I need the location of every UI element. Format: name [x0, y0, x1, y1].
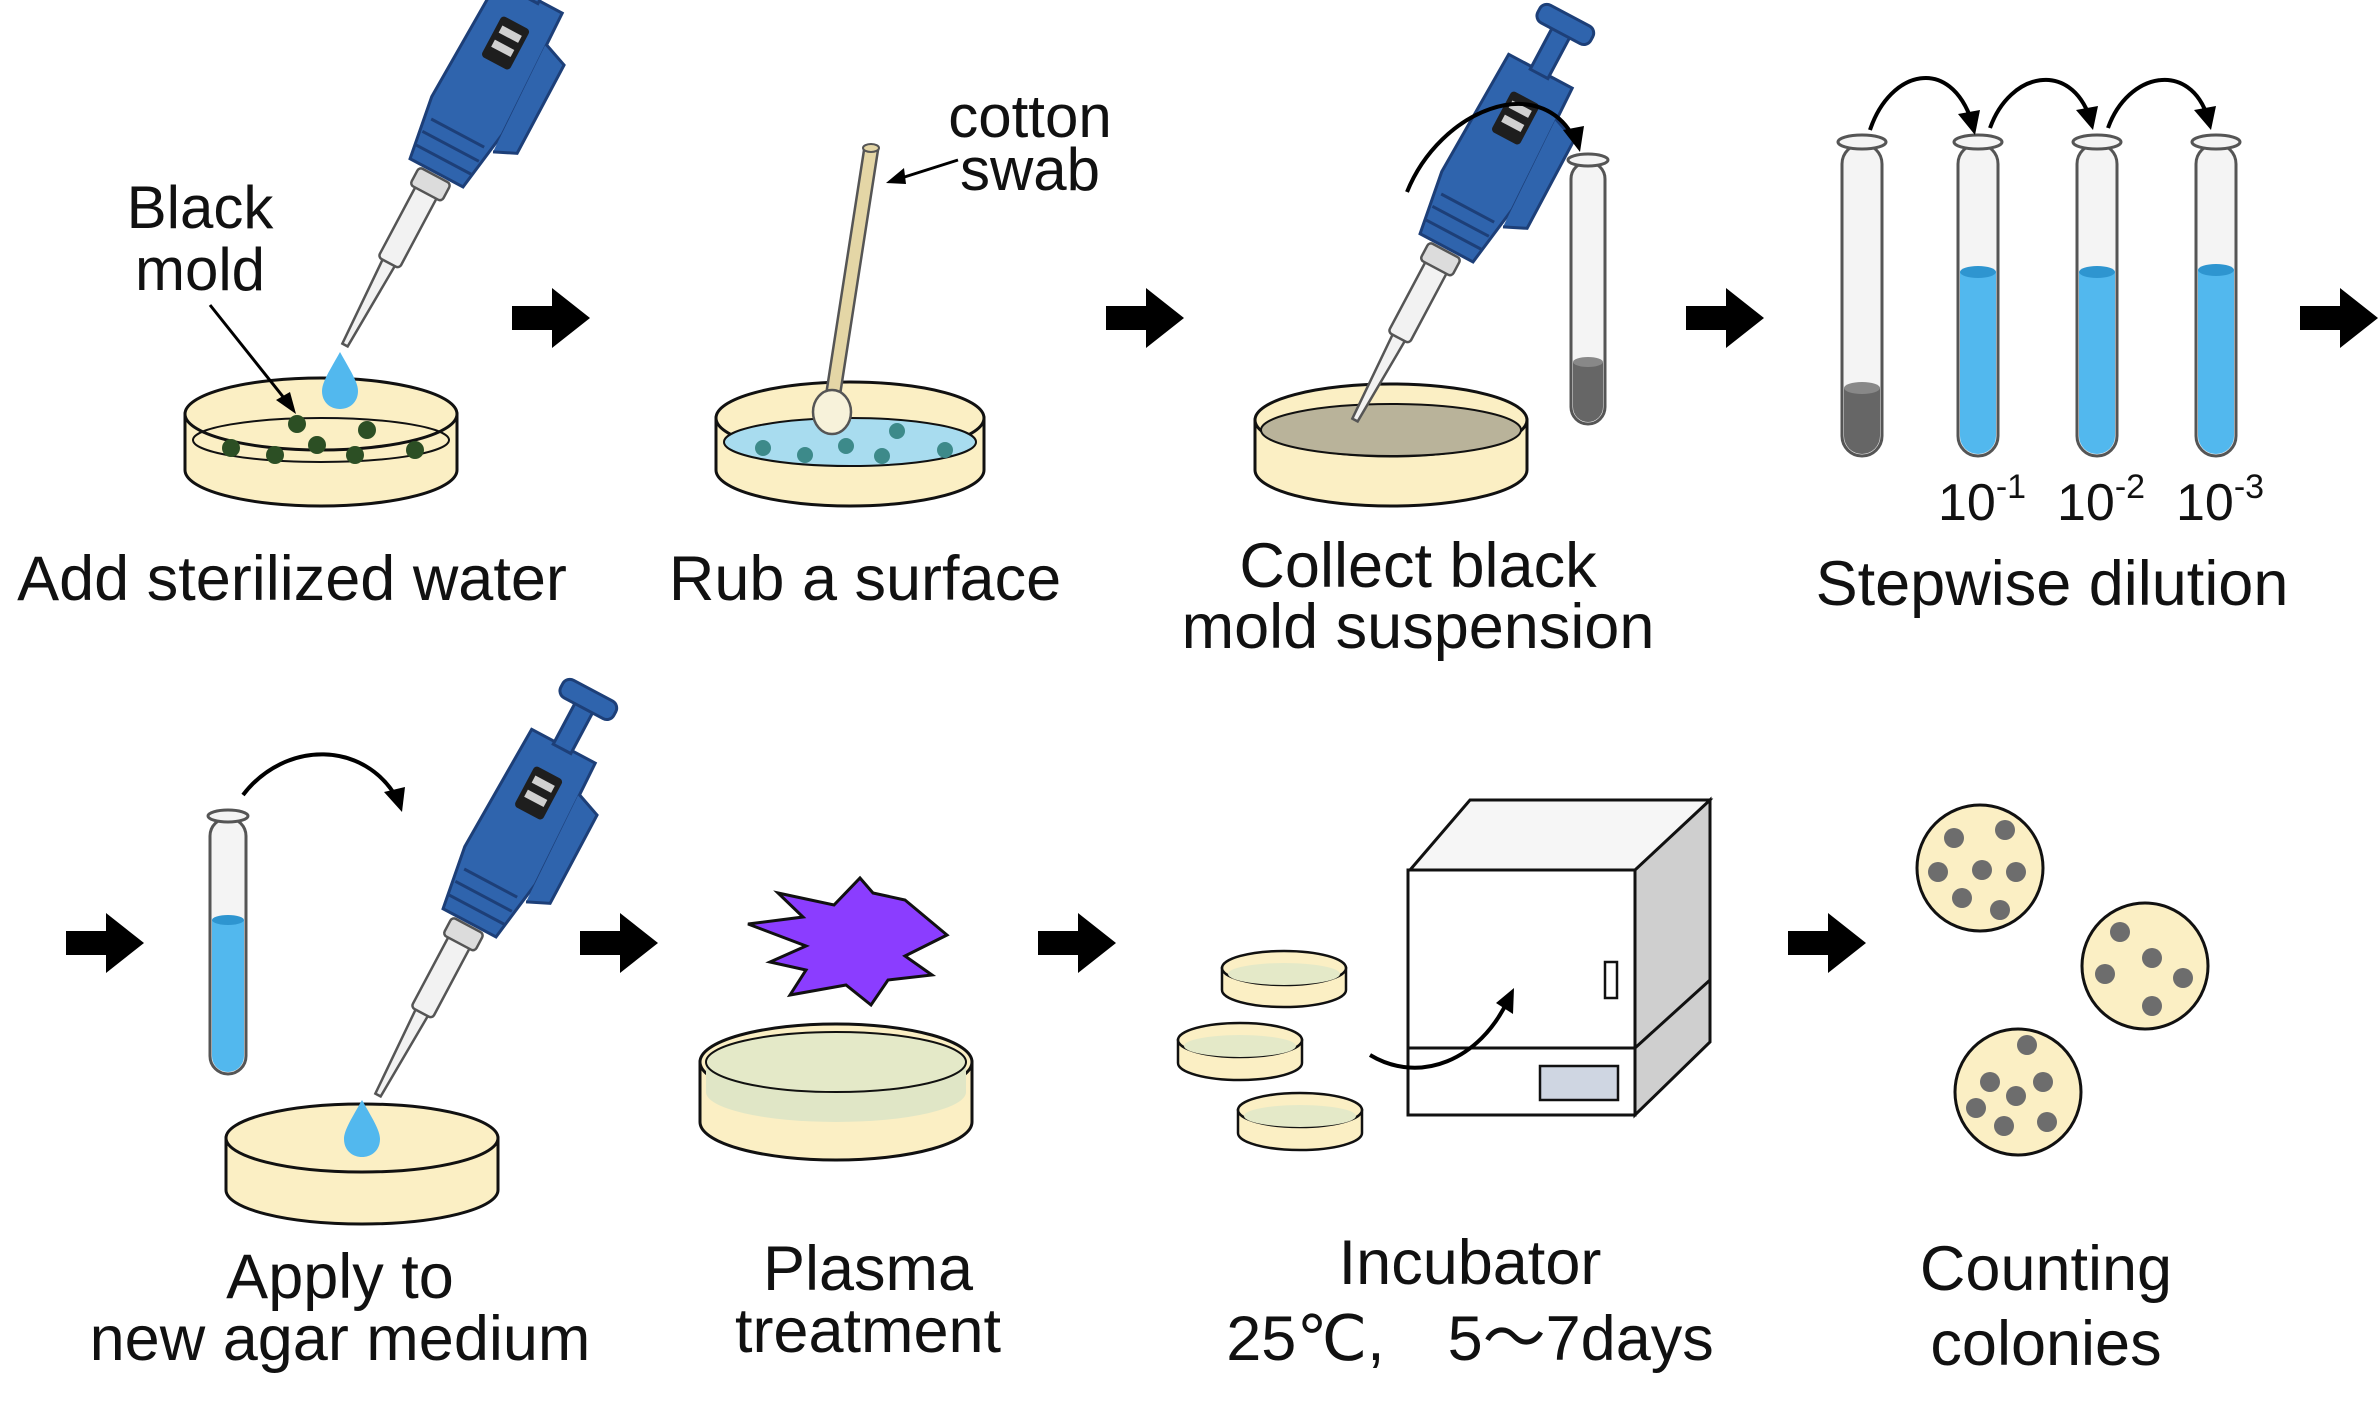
- label-line-2: swab: [960, 136, 1100, 203]
- step-collect: Collect black mold suspension: [1182, 0, 1655, 662]
- flow-arrow-8: [1788, 913, 1866, 973]
- test-tube-icon: [206, 808, 250, 1076]
- caption-line-2: treatment: [735, 1296, 1002, 1366]
- colony-plate-3: [1953, 1027, 2083, 1157]
- caption-line-2: colonies: [1930, 1309, 2161, 1379]
- transfer-arrow: [241, 752, 405, 812]
- dilution-arrowheads: [1958, 106, 2216, 135]
- step-incubator: Incubator 25℃, 5～7days: [1176, 796, 1714, 1374]
- caption-line-2: new agar medium: [90, 1304, 591, 1374]
- caption-line-2: 25℃, 5～7days: [1226, 1304, 1713, 1374]
- caption-line-1: Counting: [1920, 1234, 2172, 1304]
- petri-dish: [714, 380, 986, 508]
- caption: Stepwise dilution: [1816, 549, 2289, 619]
- petri-dish: [183, 376, 459, 508]
- stock-tube-icon: [1836, 133, 1888, 458]
- incubator-icon: [1406, 796, 1714, 1119]
- colony-plate-2: [2080, 901, 2210, 1031]
- flow-arrow-6: [580, 913, 658, 973]
- label-line-1: Black: [127, 174, 275, 241]
- mold-spots: [755, 423, 953, 464]
- dilution-label-2: 10-2: [2057, 468, 2145, 532]
- dilution-tube-3: [2190, 133, 2242, 458]
- dilution-label-1: 10-1: [1938, 468, 2026, 532]
- label-line-1: cotton: [948, 83, 1111, 150]
- caption: Rub a surface: [669, 544, 1061, 614]
- test-tube-icon: [1566, 152, 1610, 426]
- step-apply: Apply to new agar medium: [90, 670, 650, 1374]
- transfer-arrow: [1405, 102, 1584, 193]
- caption-line-1: Plasma: [763, 1234, 974, 1304]
- load-arrow: [1368, 988, 1514, 1070]
- caption-line-2: mold suspension: [1182, 592, 1655, 662]
- step-add-water: Black mold Add sterilized water: [17, 0, 617, 614]
- dilution-tube-1: [1952, 133, 2004, 458]
- step-counting: Counting colonies: [1915, 803, 2210, 1379]
- dilution-tube-2: [2071, 133, 2123, 458]
- petri-dish: [698, 1022, 974, 1162]
- dilution-labels: 10-1 10-2 10-3: [1938, 468, 2264, 532]
- dilution-arrows: [1868, 76, 2210, 131]
- black-mold-label: Black mold: [127, 174, 296, 414]
- caption-line-1: Collect black: [1239, 531, 1597, 601]
- flow-arrow-3: [1686, 288, 1764, 348]
- step-plasma: Plasma treatment: [698, 875, 1002, 1366]
- black-mold-spots: [222, 415, 424, 464]
- cotton-swab-label: cotton swab: [886, 83, 1112, 203]
- dilution-label-3: 10-3: [2176, 468, 2264, 532]
- flow-arrow-2: [1106, 288, 1184, 348]
- flow-arrow-5: [66, 913, 144, 973]
- caption-line-1: Apply to: [226, 1242, 454, 1312]
- flow-arrow-1: [512, 288, 590, 348]
- colony-plate-1: [1915, 803, 2045, 933]
- label-line-2: mold: [135, 236, 265, 303]
- flow-arrow-4: [2300, 288, 2378, 348]
- cotton-swab-icon: [811, 143, 880, 436]
- caption: Add sterilized water: [17, 544, 567, 614]
- flow-arrow-7: [1038, 913, 1116, 973]
- water-drop-icon: [322, 352, 358, 409]
- caption-line-1: Incubator: [1339, 1228, 1602, 1298]
- step-rub-surface: cotton swab Rub a surface: [669, 83, 1112, 614]
- incubated-dishes: [1176, 949, 1364, 1152]
- petri-dish: [1253, 382, 1529, 508]
- step-dilution: 10-1 10-2 10-3 Stepwise dilution: [1816, 76, 2289, 619]
- plasma-burst-icon: [747, 875, 950, 1008]
- pipette-icon: [341, 670, 650, 1126]
